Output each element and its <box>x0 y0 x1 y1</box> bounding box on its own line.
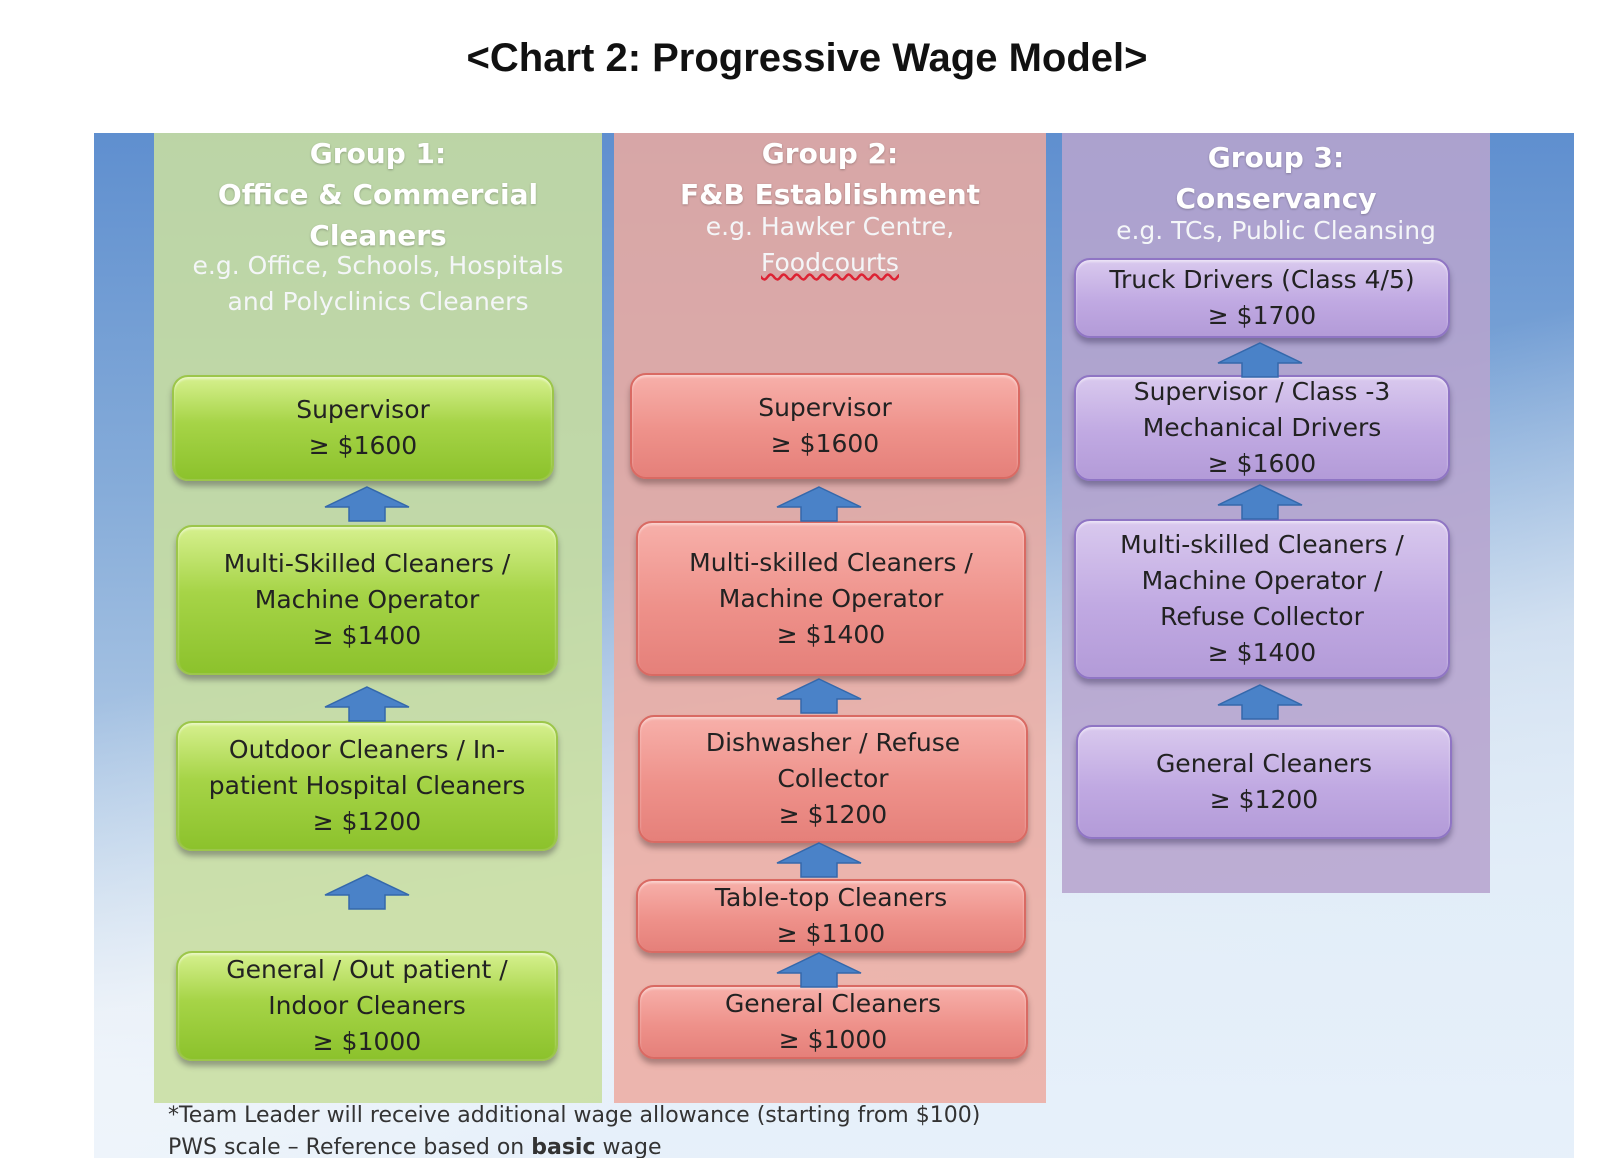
level-box-outdoor-cleaners: Outdoor Cleaners / In- patient Hospital … <box>176 721 558 851</box>
footnote-text: wage <box>595 1135 662 1158</box>
level-title: Refuse Collector <box>1160 602 1364 631</box>
level-box-multi-skilled: Multi-skilled Cleaners / Machine Operato… <box>1074 519 1450 679</box>
level-title: Multi-Skilled Cleaners / <box>223 549 511 578</box>
footnote-text: PWS scale – Reference based on <box>168 1135 532 1158</box>
level-wage: ≥ $1200 <box>778 800 888 829</box>
up-arrow-icon <box>1217 684 1303 720</box>
level-title: patient Hospital Cleaners <box>208 771 526 800</box>
group-1-column: Group 1: Office & Commercial Cleaners e.… <box>154 133 602 1103</box>
group-3-heading-line: Group 3: <box>1207 141 1345 174</box>
level-box-supervisor: Supervisor / Class -3 Mechanical Drivers… <box>1074 375 1450 481</box>
level-title: Supervisor <box>296 395 430 424</box>
level-title: Mechanical Drivers <box>1142 413 1382 442</box>
level-box-truck-drivers: Truck Drivers (Class 4/5) ≥ $1700 <box>1074 258 1450 338</box>
level-box-supervisor: Supervisor ≥ $1600 <box>172 375 554 481</box>
level-wage: ≥ $1400 <box>776 619 886 649</box>
level-title: General Cleaners <box>724 989 942 1018</box>
group-1-subtitle: e.g. Office, Schools, Hospitals and Poly… <box>154 248 602 320</box>
group-2-heading: Group 2: F&B Establishment <box>614 133 1046 215</box>
level-wage: ≥ $1100 <box>776 919 886 948</box>
footnote-pws-scale: PWS scale – Reference based on basic wag… <box>168 1135 661 1158</box>
group-2-subtitle-line: Foodcourts <box>761 248 899 277</box>
footnote-emphasis: basic <box>531 1135 596 1158</box>
up-arrow-icon <box>324 874 410 910</box>
level-wage: ≥ $1400 <box>1207 638 1317 667</box>
level-wage: ≥ $1600 <box>770 429 880 458</box>
chart-title: <Chart 2: Progressive Wage Model> <box>466 36 1148 80</box>
group-3-subtitle: e.g. TCs, Public Cleansing <box>1062 213 1490 249</box>
group-3-heading-line: Conservancy <box>1175 182 1377 215</box>
level-title: Collector <box>777 764 889 793</box>
up-arrow-icon <box>1217 342 1303 378</box>
level-box-dishwasher: Dishwasher / Refuse Collector ≥ $1200 <box>638 715 1028 843</box>
level-title: Multi-skilled Cleaners / <box>1120 530 1404 559</box>
level-title: Machine Operator / <box>1141 566 1383 595</box>
level-wage: ≥ $1700 <box>1207 301 1317 330</box>
group-1-heading: Group 1: Office & Commercial Cleaners <box>154 133 602 256</box>
level-title: Dishwasher / Refuse <box>705 728 961 757</box>
level-wage: ≥ $1400 <box>312 621 422 650</box>
up-arrow-icon <box>776 486 862 522</box>
level-title: General / Out patient / <box>226 955 508 984</box>
level-box-general-cleaners: General / Out patient / Indoor Cleaners … <box>176 951 558 1061</box>
level-title: Indoor Cleaners <box>268 991 466 1020</box>
group-3-heading: Group 3: Conservancy <box>1062 137 1490 219</box>
level-wage: ≥ $1600 <box>1207 449 1317 478</box>
up-arrow-icon <box>776 678 862 714</box>
up-arrow-icon <box>324 486 410 522</box>
group-2-subtitle-line: e.g. Hawker Centre, <box>705 212 955 241</box>
level-box-general-cleaners: General Cleaners ≥ $1200 <box>1076 725 1452 839</box>
level-title: Machine Operator <box>254 585 480 614</box>
level-title: Supervisor / Class -3 <box>1133 377 1391 406</box>
wage-model-panel: Group 1: Office & Commercial Cleaners e.… <box>94 133 1574 1158</box>
level-box-multi-skilled: Multi-skilled Cleaners / Machine Operato… <box>636 521 1026 676</box>
level-wage: ≥ $1200 <box>1209 785 1319 814</box>
group-1-subtitle-line: e.g. Office, Schools, Hospitals <box>192 251 564 280</box>
group-1-heading-line: Office & Commercial <box>217 178 539 211</box>
group-1-heading-line: Group 1: <box>309 137 447 170</box>
group-2-column: Group 2: F&B Establishment e.g. Hawker C… <box>614 133 1046 1103</box>
level-title: Table-top Cleaners <box>714 883 948 912</box>
level-title: General Cleaners <box>1155 749 1373 778</box>
up-arrow-icon <box>776 952 862 988</box>
level-wage: ≥ $1000 <box>778 1025 888 1054</box>
group-3-subtitle-line: e.g. TCs, Public Cleansing <box>1116 216 1436 245</box>
level-box-general-cleaners: General Cleaners ≥ $1000 <box>638 985 1028 1059</box>
up-arrow-icon <box>1217 484 1303 520</box>
footnote-team-leader: *Team Leader will receive additional wag… <box>168 1103 981 1128</box>
level-title: Truck Drivers (Class 4/5) <box>1109 265 1415 294</box>
up-arrow-icon <box>324 686 410 722</box>
level-title: Multi-skilled Cleaners / <box>689 547 973 577</box>
level-box-table-top-cleaners: Table-top Cleaners ≥ $1100 <box>636 879 1026 953</box>
group-1-heading-line: Cleaners <box>309 219 447 252</box>
level-title: Machine Operator <box>718 583 944 613</box>
group-2-heading-line: Group 2: <box>761 137 899 170</box>
level-wage: ≥ $1600 <box>308 431 418 460</box>
level-title: Outdoor Cleaners / In- <box>228 735 506 764</box>
group-2-subtitle: e.g. Hawker Centre, Foodcourts <box>614 209 1046 281</box>
level-wage: ≥ $1200 <box>312 807 422 836</box>
up-arrow-icon <box>776 842 862 878</box>
group-2-heading-line: F&B Establishment <box>679 178 981 211</box>
group-3-column: Group 3: Conservancy e.g. TCs, Public Cl… <box>1062 133 1490 893</box>
level-wage: ≥ $1000 <box>312 1027 422 1056</box>
level-box-multi-skilled: Multi-Skilled Cleaners / Machine Operato… <box>176 525 558 675</box>
group-1-subtitle-line: and Polyclinics Cleaners <box>227 287 529 316</box>
level-title: Supervisor <box>758 393 892 422</box>
level-box-supervisor: Supervisor ≥ $1600 <box>630 373 1020 479</box>
